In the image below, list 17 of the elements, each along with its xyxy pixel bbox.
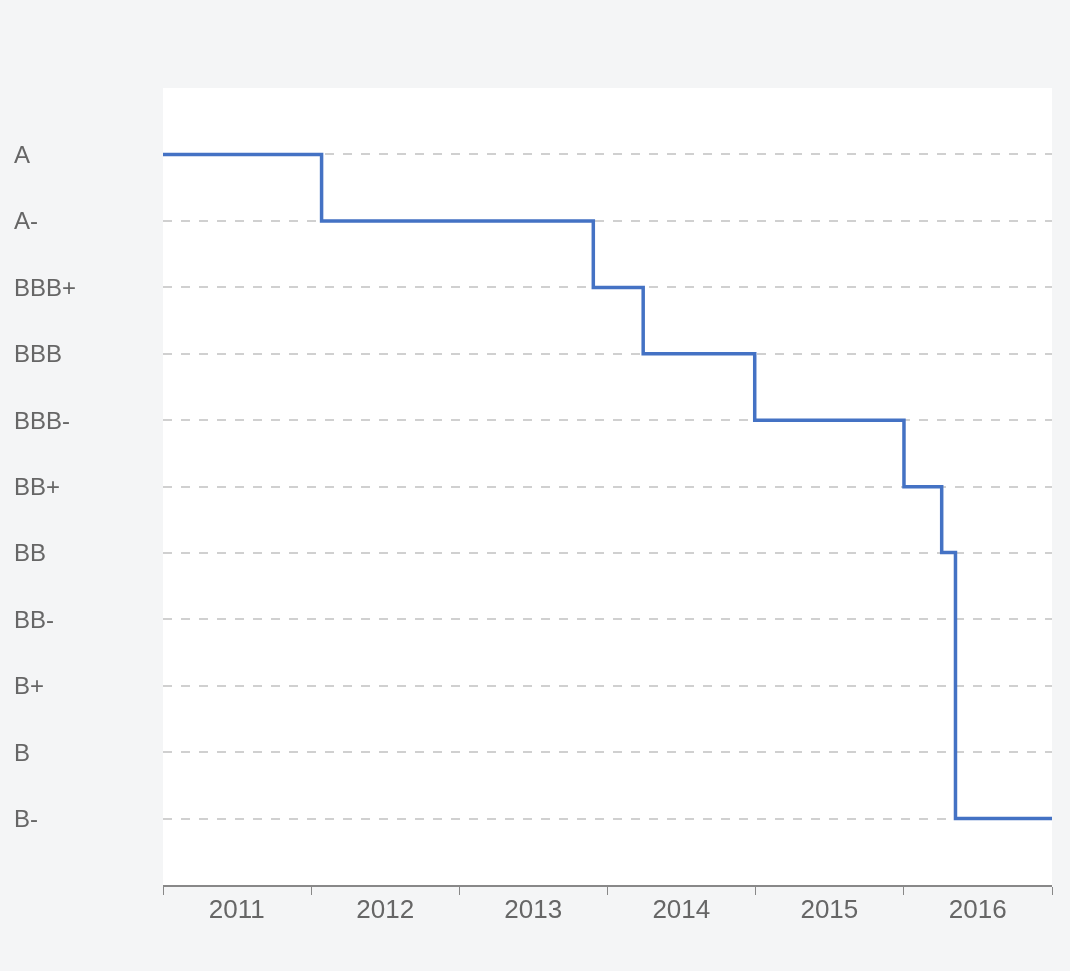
x-tick-label: 2011 [208, 893, 265, 924]
text: BB+ [14, 473, 61, 500]
text: BBB+ [14, 274, 77, 301]
text: BB [14, 539, 47, 566]
text: BBB- [14, 407, 71, 434]
text: A- [14, 207, 38, 234]
text: BB- [14, 606, 55, 633]
text: B [14, 739, 31, 766]
text: B+ [14, 672, 45, 699]
text: A [14, 141, 31, 168]
text: BBB [14, 340, 63, 367]
x-tick-label: 2016 [948, 893, 1007, 924]
text: B- [14, 805, 38, 832]
x-tick-label: 2014 [652, 893, 711, 924]
x-tick-label: 2012 [356, 893, 415, 924]
x-tick-label: 2015 [800, 893, 859, 924]
x-tick-label: 2013 [504, 893, 563, 924]
